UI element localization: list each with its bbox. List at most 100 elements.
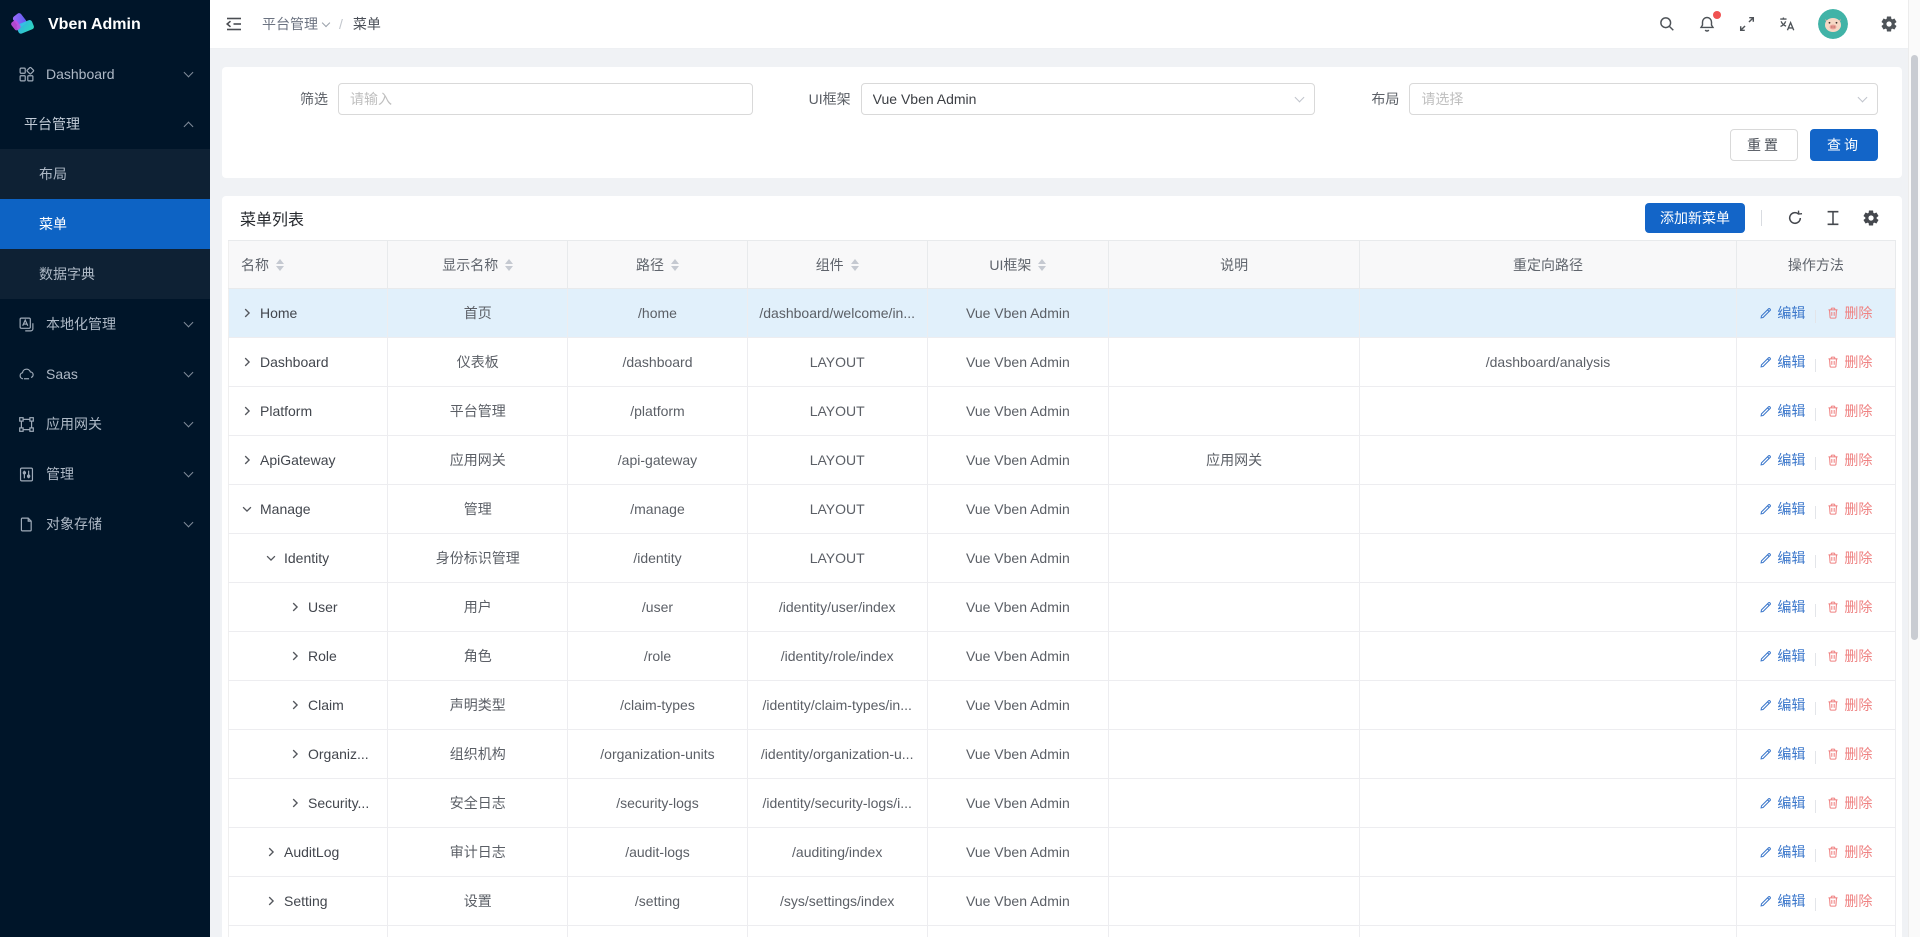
delete-button[interactable]: 删除 xyxy=(1826,352,1872,372)
sidebar-item-menu[interactable]: 菜单 xyxy=(0,199,210,249)
column-header-name[interactable]: 名称 xyxy=(228,240,389,289)
sidebar-item-object-storage[interactable]: 对象存储 xyxy=(0,499,210,549)
filter-keyword-input[interactable] xyxy=(350,91,741,107)
sidebar-item-api-gateway[interactable]: 应用网关 xyxy=(0,399,210,449)
column-settings-gear-icon[interactable] xyxy=(1862,209,1880,227)
app-logo[interactable]: Vben Admin xyxy=(0,0,210,49)
edit-button[interactable]: 编辑 xyxy=(1759,303,1805,323)
column-header-ui_framework[interactable]: UI框架 xyxy=(927,240,1110,289)
delete-button[interactable]: 删除 xyxy=(1826,548,1872,568)
table-row[interactable]: Platform 平台管理/platform LAYOUT Vue Vben Admi… xyxy=(228,386,1897,436)
delete-button[interactable]: 删除 xyxy=(1826,401,1872,421)
fullscreen-icon[interactable] xyxy=(1738,15,1756,33)
edit-button[interactable]: 编辑 xyxy=(1759,352,1805,372)
expand-row-icon[interactable] xyxy=(241,405,253,417)
row-name-label: Identity xyxy=(284,550,330,566)
user-avatar[interactable] xyxy=(1818,9,1848,39)
expand-row-icon[interactable] xyxy=(241,356,253,368)
edit-button[interactable]: 编辑 xyxy=(1759,793,1805,813)
table-row[interactable]: Manage 管理/manage LAYOUT Vue Vben Admin 编辑 删除 xyxy=(228,484,1897,534)
expand-row-icon[interactable] xyxy=(265,895,277,907)
scrollbar-thumb[interactable] xyxy=(1911,55,1918,640)
sidebar-item-dashboard[interactable]: Dashboard xyxy=(0,49,210,99)
vertical-scrollbar[interactable] xyxy=(1908,0,1920,937)
translate-icon[interactable] xyxy=(1778,15,1796,33)
sidebar-item-label: 本地化管理 xyxy=(46,316,116,332)
edit-button[interactable]: 编辑 xyxy=(1759,744,1805,764)
refresh-icon[interactable] xyxy=(1786,209,1804,227)
edit-button[interactable]: 编辑 xyxy=(1759,401,1805,421)
edit-button[interactable]: 编辑 xyxy=(1759,891,1805,911)
delete-button[interactable]: 删除 xyxy=(1826,842,1872,862)
table-row[interactable]: Home 首页/home/dashboard/welcome/in... Vue V… xyxy=(228,288,1897,338)
sidebar-item-management[interactable]: 管理 xyxy=(0,449,210,499)
table-row[interactable]: Security... 安全日志/security-logs/identity/s… xyxy=(228,778,1897,828)
sidebar-item-data-dictionary[interactable]: 数据字典 xyxy=(0,249,210,299)
sidebar-collapse-icon[interactable] xyxy=(224,14,244,34)
sidebar-item-localization[interactable]: 本地化管理 xyxy=(0,299,210,349)
edit-button[interactable]: 编辑 xyxy=(1759,842,1805,862)
table-row[interactable]: Claim 声明类型/claim-types/identity/claim-typ… xyxy=(228,680,1897,730)
edit-button[interactable]: 编辑 xyxy=(1759,646,1805,666)
table-row[interactable]: Setting 设置/setting/sys/settings/index Vue … xyxy=(228,876,1897,926)
table-row[interactable]: User 用户/user/identity/user/index Vue Vben … xyxy=(228,582,1897,632)
breadcrumb-item-menu[interactable]: 菜单 xyxy=(352,16,381,32)
search-icon[interactable] xyxy=(1658,15,1676,33)
delete-button[interactable]: 删除 xyxy=(1826,695,1872,715)
delete-button[interactable]: 删除 xyxy=(1826,793,1872,813)
expand-row-icon[interactable] xyxy=(289,797,301,809)
sort-icon[interactable] xyxy=(276,258,284,271)
column-header-path[interactable]: 路径 xyxy=(567,240,748,289)
reset-button[interactable]: 重置 xyxy=(1730,129,1798,161)
column-header-component[interactable]: 组件 xyxy=(747,240,928,289)
edit-button[interactable]: 编辑 xyxy=(1759,450,1805,470)
delete-button[interactable]: 删除 xyxy=(1826,891,1872,911)
sidebar-item-saas[interactable]: Saas xyxy=(0,349,210,399)
expand-row-icon[interactable] xyxy=(241,307,253,319)
expand-row-icon[interactable] xyxy=(241,454,253,466)
cell-actions: 编辑 删除 xyxy=(1736,533,1897,583)
collapse-row-icon[interactable] xyxy=(265,552,277,564)
column-header-display_name[interactable]: 显示名称 xyxy=(387,240,569,289)
edit-button[interactable]: 编辑 xyxy=(1759,695,1805,715)
table-row[interactable]: Organiz... 组织机构/organization-units/identi… xyxy=(228,729,1897,779)
notification-bell-icon[interactable] xyxy=(1698,11,1721,33)
filter-label: 筛选 xyxy=(300,91,328,107)
edit-button[interactable]: 编辑 xyxy=(1759,499,1805,519)
expand-row-icon[interactable] xyxy=(265,846,277,858)
sort-icon[interactable] xyxy=(850,258,859,271)
add-menu-button[interactable]: 添加新菜单 xyxy=(1645,203,1745,233)
collapse-row-icon[interactable] xyxy=(241,503,253,515)
delete-button[interactable]: 删除 xyxy=(1826,499,1872,519)
table-row[interactable]: Dashboard 仪表板/dashboard LAYOUT Vue Vben Adm… xyxy=(228,337,1897,387)
filter-field-keyword: 筛选 xyxy=(246,83,753,115)
delete-button[interactable]: 删除 xyxy=(1826,597,1872,617)
sort-icon[interactable] xyxy=(1038,258,1047,271)
table-row[interactable]: Identity 身份标识管理/identity LAYOUT Vue Vben Ad… xyxy=(228,533,1897,583)
sidebar-item-platform-management[interactable]: 平台管理 xyxy=(0,99,210,149)
expand-row-icon[interactable] xyxy=(289,601,301,613)
delete-button[interactable]: 删除 xyxy=(1826,646,1872,666)
row-height-icon[interactable] xyxy=(1824,209,1842,227)
ui-framework-select[interactable]: Vue Vben Admin xyxy=(860,83,1316,115)
settings-gear-icon[interactable] xyxy=(1880,15,1898,33)
delete-button[interactable]: 删除 xyxy=(1826,450,1872,470)
expand-row-icon[interactable] xyxy=(289,699,301,711)
delete-button[interactable]: 删除 xyxy=(1826,303,1872,323)
table-row[interactable]: ApiGateway 应用网关/api-gateway LAYOUT Vue Vben… xyxy=(228,435,1897,485)
table-row[interactable]: Role 角色/role/identity/role/index Vue Vben … xyxy=(228,631,1897,681)
expand-row-icon[interactable] xyxy=(289,650,301,662)
delete-button[interactable]: 删除 xyxy=(1826,744,1872,764)
cell-description xyxy=(1108,827,1361,877)
sidebar-item-layout[interactable]: 布局 xyxy=(0,149,210,199)
layout-select[interactable]: 请选择 xyxy=(1409,83,1879,115)
query-button[interactable]: 查询 xyxy=(1810,129,1878,161)
expand-row-icon[interactable] xyxy=(289,748,301,760)
edit-button[interactable]: 编辑 xyxy=(1759,548,1805,568)
table-row[interactable]: AuditLog 审计日志/audit-logs/auditing/index Vu… xyxy=(228,827,1897,877)
edit-button[interactable]: 编辑 xyxy=(1759,597,1805,617)
chevron-down-icon xyxy=(183,517,194,527)
breadcrumb-item-platform[interactable]: 平台管理 xyxy=(262,14,331,34)
sort-icon[interactable] xyxy=(505,258,514,271)
sort-icon[interactable] xyxy=(670,258,679,271)
